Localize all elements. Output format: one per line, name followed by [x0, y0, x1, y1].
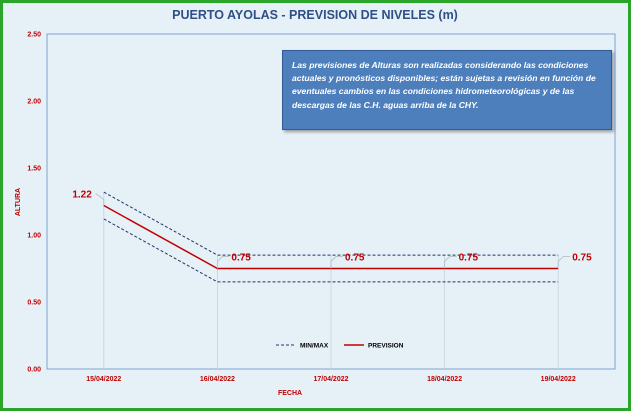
x-axis-ticks: 15/04/2022 16/04/2022 17/04/2022 18/04/2022…	[86, 376, 576, 383]
data-label: 0.75	[345, 253, 365, 264]
data-label: 0.75	[459, 253, 479, 264]
x-tick-label: 19/04/2022	[541, 376, 576, 383]
data-label: 0.75	[572, 253, 592, 264]
y-tick-label: 0.00	[27, 367, 41, 374]
label-leader-line	[216, 256, 230, 269]
y-axis-ticks: 0.00 0.50 1.00 1.50 2.00 2.50	[27, 32, 41, 374]
drop-lines	[103, 192, 559, 369]
y-tick-label: 2.50	[27, 32, 41, 39]
chart-title: PUERTO AYOLAS - PREVISION DE NIVELES (m)	[172, 8, 458, 22]
y-axis-title: ALTURA	[15, 188, 22, 216]
label-leader-line	[330, 256, 343, 269]
y-tick-label: 0.50	[27, 300, 41, 307]
data-label: 1.22	[72, 190, 92, 201]
x-tick-label: 16/04/2022	[200, 376, 235, 383]
x-tick-label: 15/04/2022	[86, 376, 121, 383]
label-leader-line	[444, 256, 457, 269]
data-labels: 1.22 0.75 0.75 0.75 0.75	[72, 190, 592, 269]
y-tick-label: 2.00	[27, 99, 41, 106]
legend-minmax-label: MIN/MAX	[300, 343, 329, 350]
x-tick-label: 18/04/2022	[427, 376, 462, 383]
forecast-note-box: Las previsiones de Alturas son realizada…	[282, 50, 612, 130]
legend-prevision-label: PREVISION	[368, 343, 404, 350]
forecast-note-text: Las previsiones de Alturas son realizada…	[292, 60, 596, 110]
series-line-min	[103, 218, 559, 283]
y-tick-label: 1.50	[27, 166, 41, 173]
x-axis-title: FECHA	[278, 390, 302, 397]
x-tick-label: 17/04/2022	[313, 376, 348, 383]
series-line-max	[103, 191, 559, 256]
data-label: 0.75	[231, 253, 251, 264]
label-leader-line	[95, 193, 105, 206]
legend: MIN/MAX PREVISION	[276, 343, 404, 350]
y-tick-label: 1.00	[27, 233, 41, 240]
label-leader-line	[557, 256, 571, 269]
